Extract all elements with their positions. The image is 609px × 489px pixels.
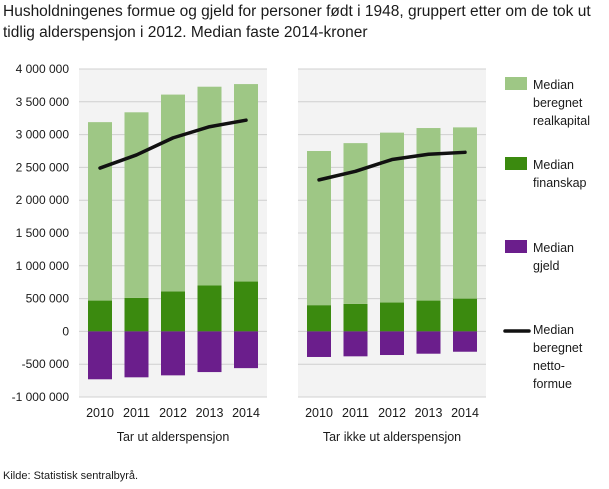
y-tick-label: 500 000 xyxy=(26,292,70,306)
x-tick-label: 2013 xyxy=(196,406,224,420)
legend-label-netto: formue xyxy=(533,377,572,391)
x-tick-label: 2013 xyxy=(415,406,443,420)
y-tick-label: 2 500 000 xyxy=(16,160,70,174)
legend-label-finanskap: Median xyxy=(533,158,574,172)
bar-finanskap xyxy=(197,285,222,332)
y-tick-label: 1 500 000 xyxy=(16,226,70,240)
bar-gjeld xyxy=(161,331,185,376)
x-tick-label: 2014 xyxy=(451,406,479,420)
x-tick-label: 2011 xyxy=(123,406,150,420)
x-tick-label: 2012 xyxy=(378,406,406,420)
source-note: Kilde: Statistisk sentralbyrå. xyxy=(3,470,139,482)
bar-gjeld xyxy=(380,331,404,356)
bar-realkapital xyxy=(234,84,258,282)
bar-finanskap xyxy=(416,300,441,332)
x-tick-label: 2014 xyxy=(232,406,260,420)
legend-label-gjeld: Median xyxy=(533,241,574,255)
bar-gjeld xyxy=(88,331,112,380)
line-netto-formue xyxy=(317,150,467,182)
legend-label-netto: Median xyxy=(533,323,574,337)
bar-realkapital xyxy=(88,122,112,301)
bar-gjeld xyxy=(234,331,258,369)
bar-finanskap xyxy=(343,303,368,332)
bar-realkapital xyxy=(307,151,331,306)
y-tick-label: -1 000 000 xyxy=(12,390,70,404)
group-label: Tar ut alderspensjon xyxy=(117,430,230,444)
y-tick-label: 1 000 000 xyxy=(16,259,70,273)
bar-gjeld xyxy=(307,331,331,357)
bar-realkapital xyxy=(453,127,477,299)
legend-swatch-gjeld xyxy=(505,240,527,253)
y-tick-label: 3 500 000 xyxy=(16,95,70,109)
group-label: Tar ikke ut alderspensjon xyxy=(323,430,461,444)
legend-swatch-finanskap xyxy=(505,157,527,170)
bar-gjeld xyxy=(343,331,368,357)
bar-gjeld xyxy=(453,331,477,352)
bar-gjeld xyxy=(124,331,149,378)
y-tick-label: 3 000 000 xyxy=(16,128,70,142)
bar-finanskap xyxy=(234,281,258,332)
bar-finanskap xyxy=(161,291,185,332)
bar-finanskap xyxy=(453,298,477,332)
legend-swatch-realkapital xyxy=(505,77,527,90)
chart-title: Husholdningenes formue og gjeld for pers… xyxy=(3,3,591,41)
line-netto-formue xyxy=(98,118,248,170)
bar-gjeld xyxy=(416,331,441,354)
legend-label-gjeld: gjeld xyxy=(533,259,559,273)
bar-finanskap xyxy=(380,302,404,332)
legend-label-netto: beregnet xyxy=(533,341,583,355)
bar-finanskap xyxy=(124,297,149,332)
bar-gjeld xyxy=(197,331,222,373)
legend-label-realkapital: Median xyxy=(533,78,574,92)
x-tick-label: 2010 xyxy=(305,406,333,420)
legend-label-netto: netto- xyxy=(533,359,565,373)
y-tick-label: -500 000 xyxy=(22,357,70,371)
legend-label-finanskap: finanskap xyxy=(533,176,587,190)
bar-finanskap xyxy=(88,300,112,332)
bar-finanskap xyxy=(307,305,331,332)
bar-realkapital xyxy=(197,86,222,286)
x-tick-label: 2012 xyxy=(159,406,187,420)
y-tick-label: 0 xyxy=(62,324,69,338)
x-tick-label: 2011 xyxy=(342,406,369,420)
bar-realkapital xyxy=(124,112,149,298)
x-tick-label: 2010 xyxy=(86,406,114,420)
legend-label-realkapital: realkapital xyxy=(533,114,590,128)
y-tick-label: 4 000 000 xyxy=(16,62,70,76)
bar-realkapital xyxy=(161,94,185,292)
legend-label-realkapital: beregnet xyxy=(533,96,583,110)
y-tick-label: 2 000 000 xyxy=(16,193,70,207)
